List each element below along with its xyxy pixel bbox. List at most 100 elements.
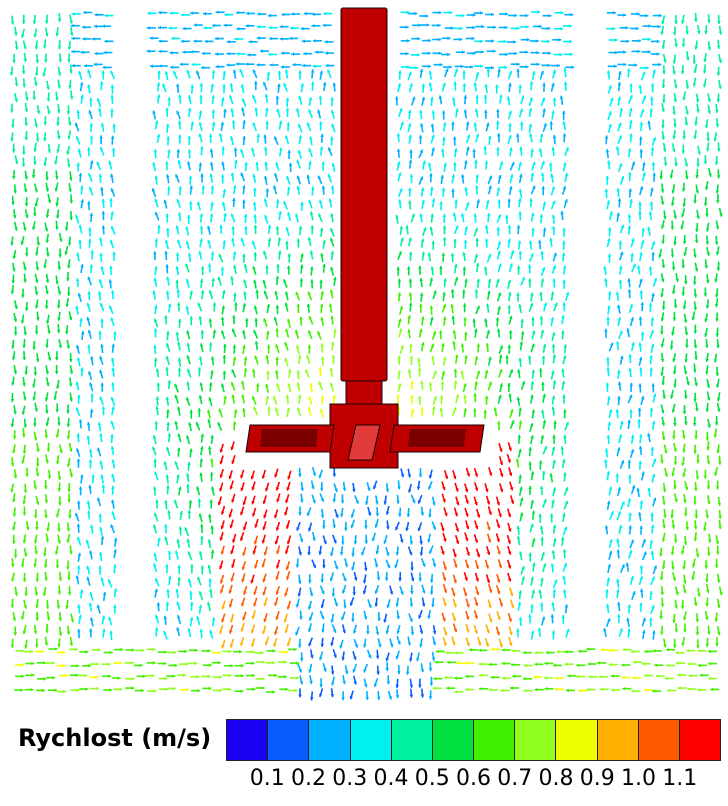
velocity-arrow-head xyxy=(704,565,708,569)
velocity-arrow-head xyxy=(153,357,158,362)
velocity-arrow-head xyxy=(24,371,28,375)
velocity-arrow-head xyxy=(110,434,114,438)
velocity-arrow-head xyxy=(464,187,468,191)
velocity-arrow-head xyxy=(166,409,170,413)
velocity-arrow-head xyxy=(165,123,170,128)
velocity-arrow-head xyxy=(570,12,574,17)
velocity-arrow-head xyxy=(200,536,204,540)
velocity-arrow-head xyxy=(45,460,49,464)
velocity-arrow-head xyxy=(499,383,504,387)
velocity-arrow-head xyxy=(167,186,171,190)
velocity-arrow-head xyxy=(437,23,441,28)
velocity-arrow-head xyxy=(90,356,94,360)
velocity-arrow-head xyxy=(552,265,557,269)
velocity-arrow-head xyxy=(113,588,118,592)
velocity-arrow-head xyxy=(89,550,93,554)
velocity-arrow-head xyxy=(462,83,467,87)
velocity-arrow-head xyxy=(257,12,261,16)
velocity-arrow-head xyxy=(218,133,223,137)
velocity-arrow-head xyxy=(295,345,300,349)
velocity-arrow-head xyxy=(26,526,30,530)
velocity-arrow-head xyxy=(76,523,81,527)
velocity-arrow-head xyxy=(396,266,400,270)
velocity-arrow-head xyxy=(211,70,216,74)
velocity-arrow-head xyxy=(99,302,104,307)
velocity-arrow-head xyxy=(539,214,544,218)
velocity-arrow-head xyxy=(499,603,503,607)
velocity-arrow-head xyxy=(627,214,632,218)
velocity-arrow-head xyxy=(696,163,700,167)
velocity-arrow-head xyxy=(460,174,465,178)
velocity-arrow-head xyxy=(175,279,179,283)
velocity-arrow-head xyxy=(652,393,657,397)
velocity-arrow-head xyxy=(517,369,521,373)
velocity-arrow-head xyxy=(263,134,267,138)
velocity-arrow-head xyxy=(310,69,315,73)
velocity-arrow-head xyxy=(715,251,720,256)
velocity-arrow-head xyxy=(157,70,161,74)
velocity-arrow-head xyxy=(289,26,293,30)
velocity-arrow-head xyxy=(564,173,569,177)
velocity-arrow-head xyxy=(47,330,51,334)
velocity-arrow-head xyxy=(58,344,63,349)
velocity-arrow-head xyxy=(670,395,674,399)
velocity-arrow-head xyxy=(14,305,18,309)
velocity-arrow-head xyxy=(520,319,524,323)
velocity-arrow-head xyxy=(89,123,94,127)
velocity-arrow-head xyxy=(294,329,299,334)
velocity-arrow-head xyxy=(35,305,39,309)
velocity-arrow-head xyxy=(221,330,225,334)
velocity-arrow-head xyxy=(229,485,234,490)
velocity-arrow-head xyxy=(454,68,459,73)
velocity-arrow-head xyxy=(45,214,50,218)
velocity-arrow-head xyxy=(78,173,83,177)
velocity-arrow-head xyxy=(499,488,504,492)
velocity-arrow-head xyxy=(327,174,332,178)
velocity-arrow-head xyxy=(472,13,476,17)
velocity-arrow-head xyxy=(80,94,84,99)
velocity-arrow-head xyxy=(485,488,489,492)
velocity-arrow-head xyxy=(200,524,204,528)
velocity-arrow-head xyxy=(300,499,304,503)
velocity-arrow-head xyxy=(682,473,686,478)
velocity-arrow-head xyxy=(431,603,435,607)
velocity-arrow-head xyxy=(367,512,372,516)
velocity-arrow-head xyxy=(499,461,504,465)
velocity-arrow-head xyxy=(638,446,643,450)
velocity-arrow-head xyxy=(373,485,377,490)
velocity-arrow-head xyxy=(563,355,567,359)
velocity-arrow-head xyxy=(80,264,84,268)
velocity-arrow-head xyxy=(71,36,75,41)
velocity-arrow-head xyxy=(167,380,172,384)
velocity-arrow-head xyxy=(32,226,36,230)
velocity-arrow-head xyxy=(539,292,543,296)
velocity-arrow-head xyxy=(463,394,467,398)
velocity-arrow-head xyxy=(228,514,232,518)
velocity-arrow-head xyxy=(11,382,15,386)
velocity-arrow-head xyxy=(275,591,280,595)
velocity-arrow-head xyxy=(67,136,71,140)
velocity-arrow-head xyxy=(100,122,105,127)
velocity-arrow-head xyxy=(661,20,665,25)
velocity-arrow-head xyxy=(642,539,646,543)
velocity-arrow-head xyxy=(252,368,256,373)
velocity-arrow-head xyxy=(636,488,640,492)
velocity-arrow-head xyxy=(498,564,503,568)
velocity-arrow-head xyxy=(94,13,98,17)
velocity-arrow-head xyxy=(706,138,710,142)
velocity-arrow-head xyxy=(185,305,189,310)
velocity-arrow-head xyxy=(536,62,540,67)
velocity-arrow-head xyxy=(488,604,492,609)
velocity-arrow-head xyxy=(606,357,610,361)
velocity-arrow-head xyxy=(12,268,16,272)
velocity-arrow-head xyxy=(222,84,226,88)
velocity-arrow-head xyxy=(269,63,273,67)
velocity-arrow-head xyxy=(295,604,300,608)
velocity-arrow-head xyxy=(657,24,661,29)
velocity-arrow-head xyxy=(177,565,181,568)
velocity-arrow-head xyxy=(88,227,92,231)
velocity-arrow-head xyxy=(311,485,315,490)
velocity-arrow-head xyxy=(552,434,556,438)
velocity-arrow-head xyxy=(13,370,18,375)
